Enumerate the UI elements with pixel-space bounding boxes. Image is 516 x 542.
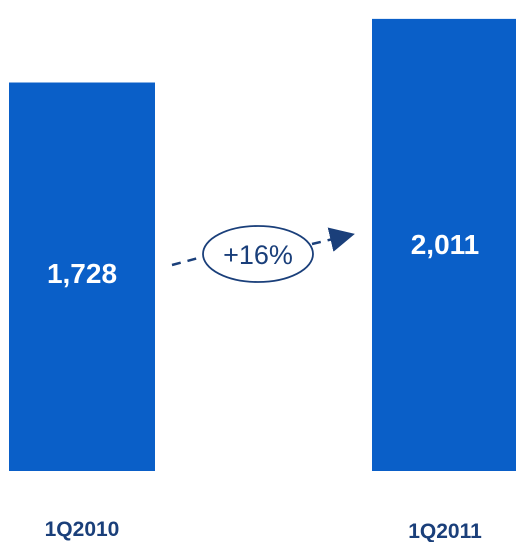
bar-value-label-1Q2010: 1,728 xyxy=(47,258,117,289)
growth-arrow-left-dash xyxy=(171,254,207,267)
category-label-1Q2010: 1Q2010 xyxy=(45,518,120,541)
bar-1Q2011 xyxy=(372,18,516,472)
bar-value-label-1Q2011: 2,011 xyxy=(411,229,480,260)
growth-arrow-right-dash xyxy=(311,227,355,252)
category-label-1Q2011: 1Q2011 xyxy=(408,520,482,542)
growth-ellipse xyxy=(202,225,314,283)
bar-1Q2010 xyxy=(9,82,155,471)
growth-percentage-label: +16% xyxy=(223,240,293,270)
growth-annotation: +16% xyxy=(171,225,355,283)
